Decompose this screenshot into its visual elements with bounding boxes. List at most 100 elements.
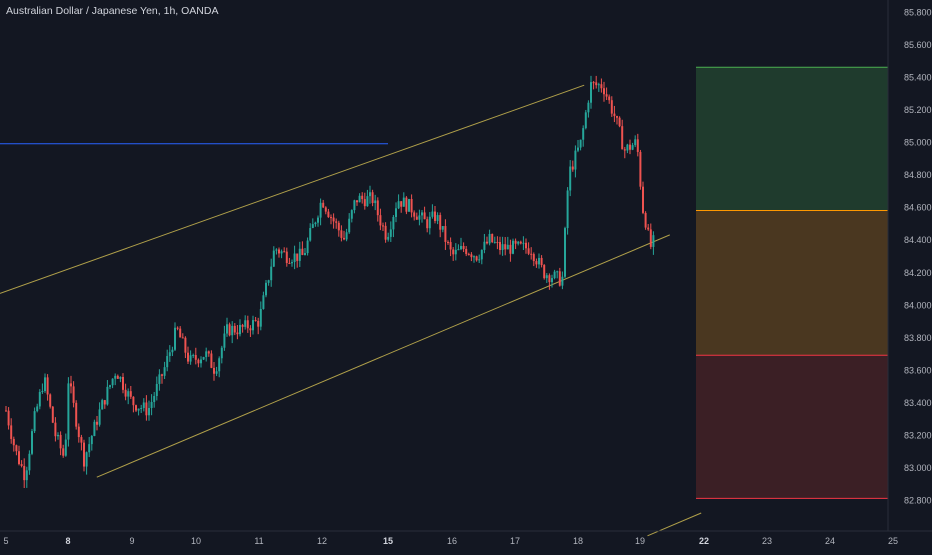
y-tick-label: 84.200 [904,268,932,278]
candle-body [270,266,273,281]
channel-lower-line[interactable] [96,234,670,478]
candle-body [145,402,148,416]
x-tick-label: 25 [888,536,898,546]
candle-body [574,150,577,170]
candle-body [379,215,382,226]
candle-body [392,216,395,230]
candle-body [376,200,379,216]
candle-body [161,374,163,376]
candle-body [506,244,509,250]
candle-body [150,401,153,409]
candle-body [189,355,192,362]
middle-zone[interactable] [696,210,888,356]
candle-body [296,253,299,261]
candle-body [522,242,525,244]
candle-body [512,240,514,254]
candle-body [241,324,244,327]
candle-body [496,242,499,244]
candle-body [114,375,117,379]
candle-body [350,210,353,219]
y-tick-label: 84.600 [904,203,932,213]
x-tick-label: 11 [254,536,263,546]
candle-body [33,411,36,432]
candle-body [483,241,486,250]
candle-body [194,355,197,360]
target-zone[interactable] [696,67,888,211]
candle-body [519,241,522,244]
candle-body [85,452,88,467]
candle-body [142,402,145,408]
channel-upper-line[interactable] [0,84,585,294]
candle-body [587,102,590,113]
candle-body [488,233,491,244]
candle-body [530,253,533,255]
candle-body [44,377,46,392]
candle-body [597,84,600,86]
x-tick-label: 24 [825,536,835,546]
candle-body [428,216,431,229]
channel-projection-line[interactable] [647,512,702,537]
candle-body [431,211,434,217]
candle-body [452,249,455,255]
candle-body [509,244,512,254]
candle-body [623,149,626,151]
candle-body [244,320,247,327]
y-tick-label: 85.600 [904,40,932,50]
candle-body [252,320,254,331]
candle-body [101,400,104,410]
candle-body [582,128,585,140]
candle-body [361,195,364,200]
candle-body [119,376,122,379]
candle-body [639,151,642,187]
candle-body [592,82,595,84]
candle-body [278,249,280,254]
chart-title: Australian Dollar / Japanese Yen, 1h, OA… [6,5,219,17]
candle-body [600,84,603,89]
candle-body [389,229,392,237]
candle-body [558,271,561,286]
candle-body [228,324,231,336]
candle-body [478,259,481,261]
x-tick-label: 16 [447,536,457,546]
candle-body [374,200,377,204]
candle-body [54,422,57,437]
candle-body [465,248,468,255]
candle-body [410,199,413,213]
candle-body [132,396,135,406]
candle-body [462,245,465,249]
candle-body [213,367,215,374]
candle-body [460,245,462,250]
candle-body [418,215,421,220]
candle-body [291,262,293,264]
candle-body [62,448,65,456]
candle-body [543,265,546,279]
candle-body [423,212,426,220]
candle-body [236,332,239,335]
candle-body [421,212,423,216]
candle-body [538,257,540,265]
x-tick-label: 18 [573,536,583,546]
candle-body [153,396,156,402]
candle-body [470,254,473,258]
candle-body [327,211,330,218]
candle-body [322,202,325,208]
y-tick-label: 83.600 [904,365,932,375]
candle-body [605,94,608,97]
candle-body [5,410,7,412]
candle-body [15,445,18,452]
candle-body [493,242,496,244]
candle-body [309,228,312,241]
candle-body [249,328,252,331]
x-tick-label: 23 [762,536,772,546]
candle-body [569,166,572,191]
candle-body [202,357,205,360]
candle-body [285,251,288,263]
candle-body [135,405,137,411]
candle-body [158,374,161,384]
candle-body [265,282,267,296]
candle-body [293,253,296,263]
stop-zone[interactable] [696,355,888,499]
candle-body [358,195,361,203]
